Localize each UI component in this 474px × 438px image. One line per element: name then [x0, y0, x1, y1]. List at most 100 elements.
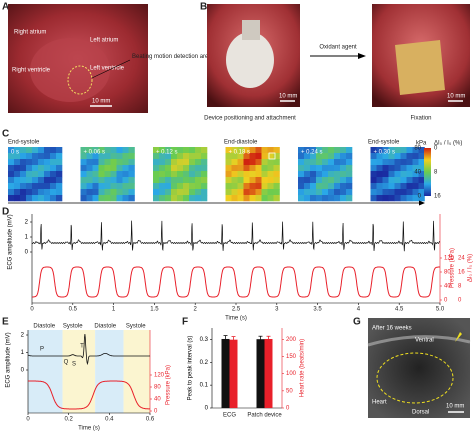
heatmap-cell	[26, 153, 33, 160]
heatmap-cell	[316, 171, 323, 178]
tick-label: 1	[25, 235, 29, 241]
heatmap-cell	[159, 159, 166, 166]
heatmap-cell	[273, 159, 280, 166]
heart-outline	[376, 352, 454, 404]
heatmap-cell	[189, 189, 196, 196]
heatmap-cell	[32, 153, 39, 160]
tick-label: 150	[286, 354, 297, 360]
annotation: Beating motion detection area	[132, 54, 212, 60]
heatmap-cell	[86, 177, 93, 184]
heatmap-cell	[98, 189, 105, 196]
tick-label: 2	[25, 220, 29, 226]
phase-label: End-systole	[368, 140, 400, 146]
heatmap-cell	[14, 177, 21, 184]
photo-label: Right atrium	[14, 30, 46, 36]
heatmap-cell	[195, 195, 202, 202]
tick-label: 0	[205, 406, 209, 412]
heatmap-cell	[310, 159, 317, 166]
heatmap-cell	[159, 195, 166, 202]
heatmap-cell	[26, 165, 33, 172]
heatmap-cell	[32, 195, 39, 202]
heatmap-cell	[261, 195, 268, 202]
tick-label: 40	[444, 284, 451, 290]
heatmap-cell	[110, 171, 117, 178]
heatmap-cell	[400, 147, 407, 154]
heatmap-cell	[346, 177, 353, 184]
heatmap-cell	[418, 189, 425, 196]
heatmap-cell	[104, 153, 111, 160]
heatmap-cell	[267, 189, 274, 196]
heatmap-cell	[316, 195, 323, 202]
heatmap-cell	[382, 159, 389, 166]
heatmap-cell	[86, 183, 93, 190]
heatmap-cell	[44, 159, 51, 166]
panel-label: D	[2, 207, 9, 218]
heatmap-cell	[243, 171, 250, 178]
panel-label: E	[2, 317, 9, 328]
caption: Device positioning and attachment	[204, 116, 296, 122]
heatmap-cell	[376, 177, 383, 184]
heatmap-cell	[122, 195, 129, 202]
panel-label: A	[2, 2, 9, 13]
heatmap-cell	[50, 171, 57, 178]
heatmap-cell	[38, 183, 45, 190]
heatmap-cell	[304, 165, 311, 172]
heatmap-cell	[116, 189, 123, 196]
heatmap-cell	[418, 171, 425, 178]
heatmap-cell	[231, 165, 238, 172]
heatmap-cell	[92, 195, 99, 202]
heatmap-cell	[50, 183, 57, 190]
heatmap-cell	[104, 165, 111, 172]
bar	[229, 339, 238, 408]
heatmap-cell	[310, 153, 317, 160]
heatmap-cell	[328, 189, 335, 196]
heatmap-cell	[183, 165, 190, 172]
heatmap-cell	[255, 165, 262, 172]
heatmap-cell	[201, 159, 208, 166]
heatmap-cell	[225, 183, 232, 190]
heatmap-cell	[104, 159, 111, 166]
heatmap-cell	[14, 159, 21, 166]
heatmap-cell	[418, 183, 425, 190]
heatmap-cell	[400, 159, 407, 166]
heatmap-cell	[334, 171, 341, 178]
device	[226, 32, 274, 88]
heatmap-cell	[328, 165, 335, 172]
heatmap-cell	[26, 177, 33, 184]
heatmap-cell	[376, 189, 383, 196]
caption: Fixation	[410, 116, 431, 122]
heatmap-cell	[298, 195, 305, 202]
heatmap-cell	[20, 171, 27, 178]
heatmap-cell	[153, 177, 160, 184]
heatmap-cell	[56, 171, 63, 178]
scale-label: 10 mm	[447, 94, 465, 100]
heatmap-cell	[201, 183, 208, 190]
heatmap-cell	[50, 189, 57, 196]
phase-label: End-diastole	[224, 140, 258, 146]
heatmap-cell	[328, 153, 335, 160]
heatmap-cell	[249, 183, 256, 190]
heatmap-cell	[8, 189, 15, 196]
heatmap-cell	[298, 189, 305, 196]
heatmap-cell	[370, 189, 377, 196]
heatmap-cell	[388, 183, 395, 190]
heatmap-cell	[32, 165, 39, 172]
heatmap-cell	[189, 177, 196, 184]
heatmap-cell	[38, 171, 45, 178]
heatmap-cell	[50, 159, 57, 166]
tick-label: 2.5	[232, 307, 241, 313]
heatmap-cell	[14, 195, 21, 202]
tick-label: 0.5	[69, 307, 78, 313]
heatmap-cell	[32, 159, 39, 166]
heatmap-cell	[249, 177, 256, 184]
tick-label: 0	[30, 307, 34, 313]
tick-label: 80	[444, 270, 451, 276]
heatmap-cell	[98, 195, 105, 202]
heatmap-cell	[38, 189, 45, 196]
heatmap-cell	[80, 195, 87, 202]
heatmap-cell	[310, 189, 317, 196]
heatmap-cell	[50, 177, 57, 184]
heatmap-cell	[370, 147, 377, 154]
heatmap-cell	[44, 189, 51, 196]
heatmap-cell	[80, 165, 87, 172]
